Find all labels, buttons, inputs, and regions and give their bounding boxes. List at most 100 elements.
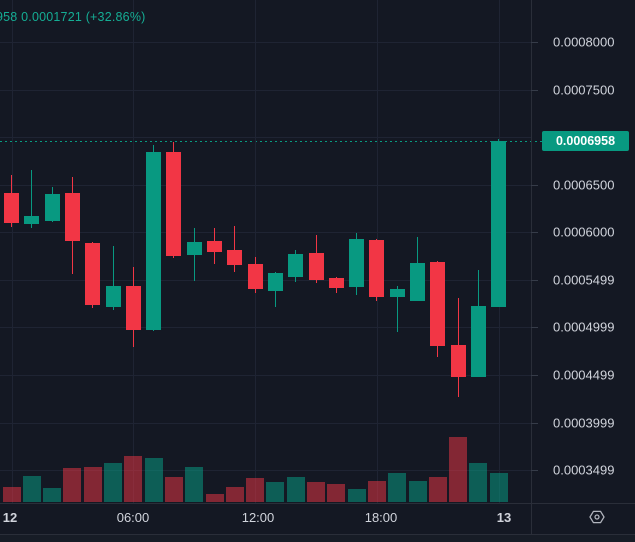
volume-bar xyxy=(185,467,204,502)
candle-body xyxy=(491,141,507,307)
volume-bar xyxy=(307,482,325,502)
price-axis-label: 0.0004999 xyxy=(553,319,615,335)
price-axis-tick xyxy=(531,422,538,424)
volume-bar xyxy=(225,487,244,502)
candle-body xyxy=(470,306,486,377)
volume-bar xyxy=(449,437,468,502)
candle-body xyxy=(288,254,304,277)
price-gridline xyxy=(0,279,531,281)
price-axis-tick xyxy=(531,89,538,91)
current-price-label: 0.0006958 xyxy=(542,131,629,152)
price-axis-label: 0.0003999 xyxy=(553,415,615,430)
volume-bar xyxy=(286,477,305,502)
candle-wick xyxy=(234,226,236,272)
price-axis-tick xyxy=(531,374,538,376)
time-axis-separator xyxy=(0,503,635,504)
volume-bar xyxy=(428,477,447,502)
candle-body xyxy=(369,240,385,297)
price-gridline xyxy=(0,42,531,43)
volume-bar xyxy=(104,463,122,502)
candle-wick xyxy=(112,246,114,310)
price-gridline xyxy=(0,374,531,376)
candle-body xyxy=(450,345,466,377)
axis-settings-gear-icon[interactable] xyxy=(588,508,606,526)
current-price-line xyxy=(0,140,542,142)
volume-bar xyxy=(2,487,21,502)
price-gridline xyxy=(0,327,531,329)
price-axis-tick xyxy=(531,327,538,329)
price-axis-label: 0.0007500 xyxy=(553,82,615,97)
time-gridline xyxy=(133,0,134,503)
symbol-legend-values: 958 0.0001721 (+32.86%) xyxy=(0,10,146,24)
candle-body xyxy=(105,286,121,307)
candle-body xyxy=(85,243,101,305)
candle-body xyxy=(125,286,141,330)
volume-bar xyxy=(124,456,143,502)
price-gridline xyxy=(0,137,531,139)
price-gridline xyxy=(0,422,531,424)
price-axis-label: 0.0006500 xyxy=(553,177,615,193)
candle-wick xyxy=(31,170,33,228)
volume-bar xyxy=(327,484,346,502)
volume-bar xyxy=(43,488,62,502)
candle-wick xyxy=(396,286,398,332)
bottom-panel-divider xyxy=(0,534,635,535)
candle-body xyxy=(166,152,182,256)
time-gridline xyxy=(255,0,256,503)
time-axis-label: 18:00 xyxy=(364,510,398,525)
price-axis-label: 0.0003499 xyxy=(553,462,615,478)
candle-body xyxy=(4,193,19,223)
candle-body xyxy=(267,273,283,292)
price-axis-tick xyxy=(531,42,538,43)
price-axis-label: 0.0006000 xyxy=(553,224,615,240)
price-axis-tick xyxy=(531,232,538,234)
price-axis-tick xyxy=(531,184,538,186)
candle-body xyxy=(328,278,344,288)
price-axis-tick xyxy=(531,470,538,471)
volume-bar xyxy=(489,473,508,502)
time-axis-label: 12 xyxy=(2,510,18,525)
price-gridline xyxy=(0,89,531,91)
bottom-panel-edge xyxy=(0,535,635,542)
volume-bar xyxy=(144,458,163,502)
price-axis-label: 0.0008000 xyxy=(553,34,615,50)
candle-body xyxy=(24,216,40,224)
price-gridline xyxy=(0,184,531,186)
candle-body xyxy=(389,289,405,297)
candle-body xyxy=(64,193,80,241)
time-gridline xyxy=(12,0,13,503)
price-axis-label: 0.0005499 xyxy=(553,272,615,288)
volume-bar xyxy=(347,489,366,502)
candle-body xyxy=(430,262,446,346)
price-gridline xyxy=(0,232,531,234)
volume-bar xyxy=(205,494,224,502)
volume-bar xyxy=(63,468,82,502)
candle-body xyxy=(227,250,243,265)
volume-bar xyxy=(22,476,41,502)
time-axis-label: 06:00 xyxy=(116,510,150,525)
candle-body xyxy=(410,263,425,301)
candle-body xyxy=(44,194,60,221)
price-chart-pane[interactable] xyxy=(0,0,531,503)
price-gridline xyxy=(0,470,531,471)
volume-bar xyxy=(388,473,407,502)
candle-body xyxy=(186,242,202,255)
price-axis-label: 0.0004499 xyxy=(553,367,615,383)
volume-bar xyxy=(83,467,102,502)
volume-bar xyxy=(164,477,183,502)
candle-body xyxy=(146,152,162,330)
candle-body xyxy=(349,238,365,287)
volume-bar xyxy=(469,463,488,502)
time-axis-label: 12:00 xyxy=(241,510,275,525)
volume-bar xyxy=(246,478,265,502)
time-axis-label: 13 xyxy=(496,510,512,525)
price-axis-tick xyxy=(531,279,538,281)
candle-body xyxy=(207,241,222,252)
volume-bar xyxy=(266,482,285,502)
price-axis-separator xyxy=(531,0,532,534)
volume-bar xyxy=(408,481,427,502)
volume-bar xyxy=(367,481,386,502)
candle-body xyxy=(308,253,324,280)
candle-body xyxy=(247,264,263,289)
